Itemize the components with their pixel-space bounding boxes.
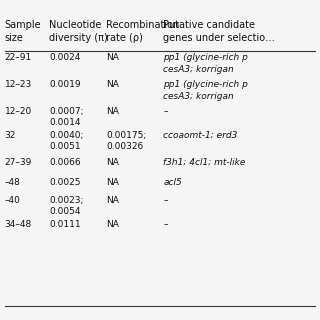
Text: 32: 32 (4, 131, 16, 140)
Text: –: – (163, 220, 168, 228)
Text: ccoaomt-1; erd3: ccoaomt-1; erd3 (163, 131, 237, 140)
Text: 27–39: 27–39 (4, 158, 32, 167)
Text: 22–91: 22–91 (4, 53, 32, 62)
Text: Nucleotide
diversity (π): Nucleotide diversity (π) (49, 20, 108, 43)
Text: 0.0025: 0.0025 (49, 178, 80, 188)
Text: –: – (163, 107, 168, 116)
Text: f3h1; 4cl1; mt-like: f3h1; 4cl1; mt-like (163, 158, 245, 167)
Text: 0.0024: 0.0024 (49, 53, 80, 62)
Text: Putative candidate
genes under selectio…: Putative candidate genes under selectio… (163, 20, 275, 43)
Text: Recombination
rate (ρ): Recombination rate (ρ) (106, 20, 179, 43)
Text: acl5: acl5 (163, 178, 182, 188)
Text: NA: NA (106, 178, 119, 188)
Text: Sample
size: Sample size (4, 20, 41, 43)
Text: pp1 (glycine-rich p
cesA3; korrigan: pp1 (glycine-rich p cesA3; korrigan (163, 80, 248, 100)
Text: 0.0040;
0.0051: 0.0040; 0.0051 (49, 131, 83, 151)
Text: NA: NA (106, 220, 119, 228)
Text: 0.0023;
0.0054: 0.0023; 0.0054 (49, 196, 83, 216)
Text: 0.0111: 0.0111 (49, 220, 81, 228)
Text: –48: –48 (4, 178, 20, 188)
Text: 0.0066: 0.0066 (49, 158, 81, 167)
Text: 0.00175;
0.00326: 0.00175; 0.00326 (106, 131, 146, 151)
Text: NA: NA (106, 107, 119, 116)
Text: NA: NA (106, 53, 119, 62)
Text: 12–20: 12–20 (4, 107, 32, 116)
Text: NA: NA (106, 196, 119, 205)
Text: NA: NA (106, 80, 119, 89)
Text: NA: NA (106, 158, 119, 167)
Text: pp1 (glycine-rich p
cesA3; korrigan: pp1 (glycine-rich p cesA3; korrigan (163, 53, 248, 74)
Text: 0.0019: 0.0019 (49, 80, 81, 89)
Text: 12–23: 12–23 (4, 80, 32, 89)
Text: 34–48: 34–48 (4, 220, 32, 228)
Text: –40: –40 (4, 196, 20, 205)
Text: 0.0007;
0.0014: 0.0007; 0.0014 (49, 107, 84, 127)
Text: –: – (163, 196, 168, 205)
